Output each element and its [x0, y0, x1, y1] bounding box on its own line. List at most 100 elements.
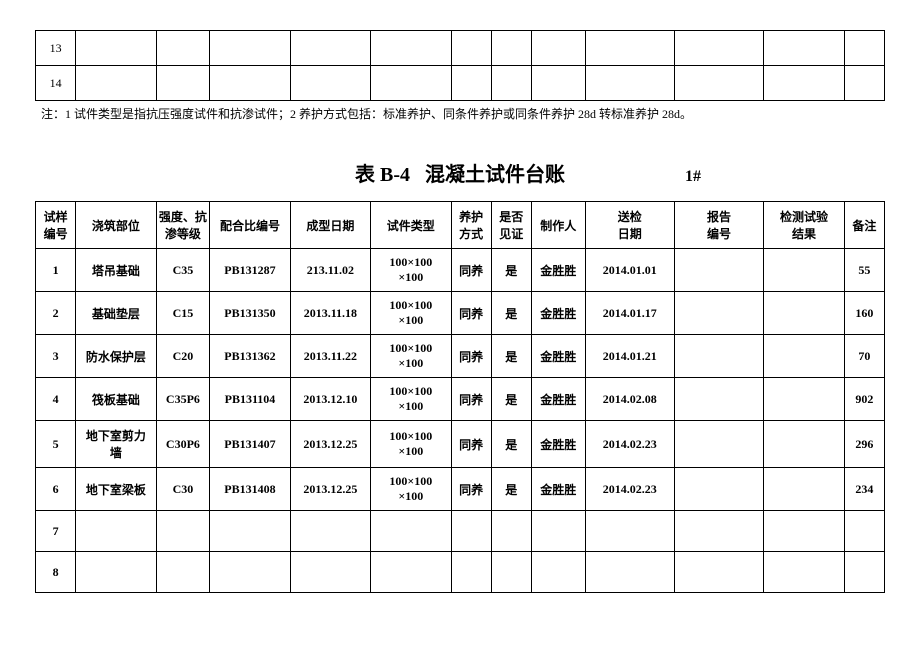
table-cell: 2013.11.22 [290, 335, 370, 378]
table-row: 13 [36, 31, 885, 66]
table-cell: 金胜胜 [531, 468, 585, 511]
table-cell [156, 66, 210, 101]
table-cell [531, 552, 585, 593]
table-cell [290, 66, 370, 101]
table-cell [76, 552, 156, 593]
table-cell [210, 66, 290, 101]
table-cell: 3 [36, 335, 76, 378]
table-cell: PB131362 [210, 335, 290, 378]
table-cell [290, 31, 370, 66]
table-cell: 地下室剪力墙 [76, 421, 156, 468]
table-cell: C15 [156, 292, 210, 335]
table-cell: 基础垫层 [76, 292, 156, 335]
table-header-cell: 强度、抗渗等级 [156, 202, 210, 249]
table-row: 1塔吊基础C35PB131287213.11.02100×100×100同养是金… [36, 249, 885, 292]
table-cell: C30 [156, 468, 210, 511]
table-cell: 8 [36, 552, 76, 593]
table-cell: 2013.12.10 [290, 378, 370, 421]
table-header-cell: 报告编号 [674, 202, 763, 249]
table-cell [844, 552, 884, 593]
table-cell: 100×100×100 [371, 292, 451, 335]
table-cell [491, 552, 531, 593]
table-cell [674, 511, 763, 552]
table-header-cell: 制作人 [531, 202, 585, 249]
table-cell: 同养 [451, 421, 491, 468]
table-row: 7 [36, 511, 885, 552]
table-cell: 902 [844, 378, 884, 421]
table-cell [451, 552, 491, 593]
table-cell: 是 [491, 378, 531, 421]
table-cell [674, 421, 763, 468]
table-cell [674, 249, 763, 292]
table-cell [764, 31, 844, 66]
table-cell [844, 66, 884, 101]
table-cell: 是 [491, 421, 531, 468]
table-cell [674, 66, 763, 101]
table-cell: 7 [36, 511, 76, 552]
table-cell [764, 421, 844, 468]
top-table: 1314 [35, 30, 885, 101]
table-cell: 213.11.02 [290, 249, 370, 292]
table-cell: 筏板基础 [76, 378, 156, 421]
table-cell [491, 66, 531, 101]
title-right: 1# [685, 168, 885, 186]
table-cell: PB131408 [210, 468, 290, 511]
table-cell: 100×100×100 [371, 421, 451, 468]
table-cell [764, 552, 844, 593]
table-cell [764, 468, 844, 511]
table-cell: 4 [36, 378, 76, 421]
table-header-cell: 是否见证 [491, 202, 531, 249]
table-header-row: 试样编号浇筑部位强度、抗渗等级配合比编号成型日期试件类型养护方式是否见证制作人送… [36, 202, 885, 249]
table-cell: 55 [844, 249, 884, 292]
table-cell: 金胜胜 [531, 292, 585, 335]
table-cell: 金胜胜 [531, 421, 585, 468]
table-cell [491, 511, 531, 552]
table-cell [674, 468, 763, 511]
table-cell: 100×100×100 [371, 378, 451, 421]
table-cell [585, 552, 674, 593]
table-cell: 2014.02.23 [585, 468, 674, 511]
table-cell: PB131350 [210, 292, 290, 335]
table-cell: 2014.01.17 [585, 292, 674, 335]
table-cell [290, 552, 370, 593]
table-cell: 金胜胜 [531, 335, 585, 378]
table-cell [585, 66, 674, 101]
table-cell [531, 511, 585, 552]
table-cell [585, 31, 674, 66]
table-cell [764, 335, 844, 378]
table-cell [371, 552, 451, 593]
table-cell [585, 511, 674, 552]
table-cell [674, 552, 763, 593]
table-cell [764, 66, 844, 101]
table-cell [156, 552, 210, 593]
table-row: 14 [36, 66, 885, 101]
table-cell: 100×100×100 [371, 335, 451, 378]
table-cell: 2 [36, 292, 76, 335]
table-header-cell: 成型日期 [290, 202, 370, 249]
table-cell [76, 66, 156, 101]
table-cell: 是 [491, 292, 531, 335]
table-cell [210, 552, 290, 593]
table-header-cell: 养护方式 [451, 202, 491, 249]
table-header-cell: 送检日期 [585, 202, 674, 249]
table-cell [844, 511, 884, 552]
table-header-cell: 浇筑部位 [76, 202, 156, 249]
table-cell: 是 [491, 468, 531, 511]
table-cell: 金胜胜 [531, 378, 585, 421]
table-cell [451, 31, 491, 66]
table-cell [451, 66, 491, 101]
table-cell [764, 249, 844, 292]
table-cell: 2013.11.18 [290, 292, 370, 335]
table-cell: 2014.02.08 [585, 378, 674, 421]
table-cell [764, 378, 844, 421]
table-cell: 14 [36, 66, 76, 101]
table-cell [76, 511, 156, 552]
table-cell [531, 31, 585, 66]
table-cell: 1 [36, 249, 76, 292]
table-cell [674, 292, 763, 335]
table-cell: PB131287 [210, 249, 290, 292]
table-cell: 防水保护层 [76, 335, 156, 378]
table-cell: C35 [156, 249, 210, 292]
page-title: 表 B-4 混凝土试件台账 [235, 158, 685, 187]
table-cell: 是 [491, 249, 531, 292]
